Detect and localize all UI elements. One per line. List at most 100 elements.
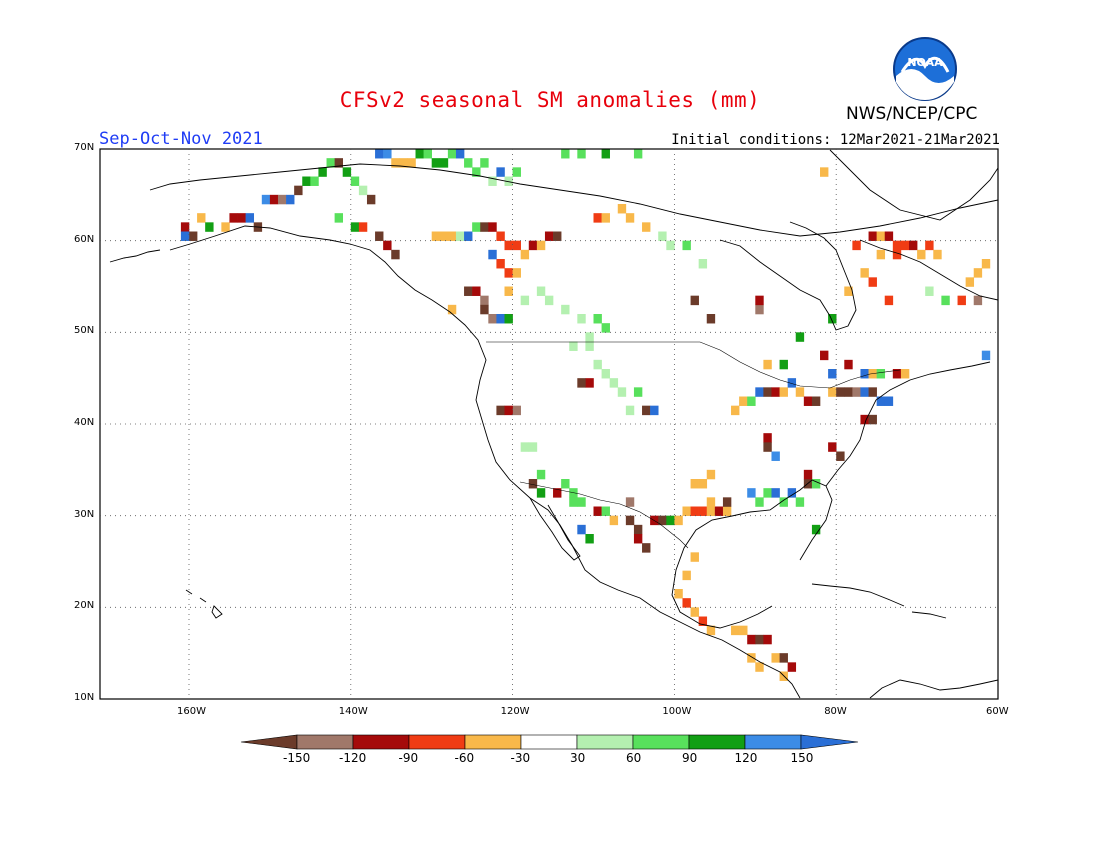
anomaly-cell — [496, 314, 505, 324]
colorbar-tick-label: 90 — [682, 751, 698, 765]
anomaly-cell — [836, 451, 845, 461]
anomaly-cell — [706, 469, 716, 480]
anomaly-cell — [779, 497, 788, 507]
anomaly-cell — [617, 387, 627, 397]
anomaly-cell — [269, 194, 279, 205]
anomaly-cell — [625, 405, 635, 416]
colorbar-swatch — [296, 734, 354, 750]
anomaly-cell — [698, 479, 708, 489]
colorbar-tick-label: -60 — [454, 751, 475, 765]
anomaly-cell — [180, 222, 190, 232]
anomaly-cell — [520, 295, 530, 306]
anomaly-cell — [690, 552, 699, 562]
anomaly-cell — [277, 194, 287, 205]
anomaly-cell — [900, 240, 910, 251]
coastlines — [109, 149, 999, 699]
colorbar-swatch — [576, 734, 634, 750]
anomaly-cell — [221, 222, 230, 232]
anomaly-cell — [917, 249, 926, 260]
anomaly-cell — [828, 314, 837, 324]
anomaly-cell — [245, 213, 255, 223]
anomaly-cell — [625, 497, 635, 507]
anomaly-cell — [496, 405, 505, 416]
anomaly-cell — [706, 497, 716, 507]
anomaly-cell — [366, 194, 376, 205]
anomaly-cell — [876, 369, 886, 379]
colorbar-swatch — [352, 734, 410, 750]
lat-tick-label: 20N — [74, 600, 95, 612]
anomaly-cell — [528, 442, 538, 452]
anomaly-cell — [625, 515, 635, 526]
anomaly-cell — [488, 314, 497, 324]
anomaly-cell — [925, 286, 934, 296]
anomaly-cell — [811, 479, 821, 489]
anomaly-cell — [512, 240, 521, 251]
anomaly-cell — [755, 497, 764, 507]
anomaly-cell — [860, 268, 869, 278]
anomaly-cell — [577, 314, 586, 324]
anomaly-cell — [933, 249, 942, 260]
anomaly-cell — [682, 570, 691, 581]
coastline-hawaii — [185, 589, 223, 619]
lat-tick-label: 50N — [74, 325, 95, 337]
coastline-baja — [529, 497, 581, 561]
coastline-aleutians — [109, 249, 161, 263]
anomaly-cell — [763, 634, 772, 645]
colorbar-swatch — [464, 734, 522, 750]
anomaly-cell — [747, 634, 756, 645]
anomaly-cell — [544, 231, 554, 241]
colorbar-tick-label: -120 — [339, 751, 367, 765]
anomaly-cell — [771, 451, 780, 461]
anomaly-cell — [617, 204, 627, 214]
anomaly-cell — [601, 149, 610, 159]
anomaly-cell — [852, 387, 861, 397]
anomaly-cell — [811, 396, 821, 406]
anomaly-cell — [787, 662, 797, 672]
anomaly-cell — [965, 277, 975, 287]
anomaly-cell — [658, 231, 667, 241]
us-canada-border — [486, 341, 901, 389]
anomaly-cell — [585, 378, 594, 388]
colorbar-tick-label: 120 — [734, 751, 758, 765]
anomaly-cell — [561, 304, 570, 315]
colorbar-tick-label: -150 — [283, 751, 311, 765]
colorbar-tick-label: -90 — [398, 751, 419, 765]
anomaly-cell — [698, 616, 708, 626]
anomaly-cell — [633, 149, 643, 159]
anomaly-cell — [375, 231, 384, 241]
anomaly-cell — [480, 295, 489, 306]
anomaly-cell — [787, 378, 797, 388]
anomaly-cell — [415, 149, 424, 159]
anomaly-cell — [892, 249, 902, 260]
anomaly-cell — [763, 433, 772, 443]
anomaly-cell — [868, 231, 877, 241]
anomaly-cell — [593, 506, 602, 516]
anomaly-cell — [957, 295, 966, 306]
anomaly-cell — [544, 295, 554, 306]
anomaly-cell — [633, 534, 643, 544]
anomaly-cell — [884, 295, 894, 306]
anomaly-cell — [488, 176, 497, 186]
anomaly-cell — [375, 149, 384, 159]
anomaly-cell — [828, 369, 837, 379]
anomaly-cell — [601, 213, 610, 223]
anomaly-cell — [294, 185, 303, 196]
anomaly-cell — [577, 149, 586, 159]
anomaly-cell — [844, 359, 853, 370]
anomaly-cell — [925, 240, 934, 251]
anomaly-cell — [666, 515, 675, 526]
anomaly-cell — [706, 314, 716, 324]
anomaly-cell — [504, 268, 513, 278]
anomaly-cell — [569, 341, 578, 351]
anomaly-cell — [682, 506, 691, 516]
anomaly-cell — [569, 497, 578, 507]
lon-tick-label: 100W — [662, 706, 692, 717]
anomaly-cell — [561, 479, 570, 489]
anomaly-cell — [884, 231, 894, 241]
anomaly-cell — [860, 414, 869, 425]
anomaly-cell — [852, 240, 861, 251]
anomaly-cell — [625, 213, 635, 223]
anomaly-cell — [496, 231, 505, 241]
anomaly-cell — [480, 222, 489, 232]
coastline-north-america — [169, 225, 801, 699]
